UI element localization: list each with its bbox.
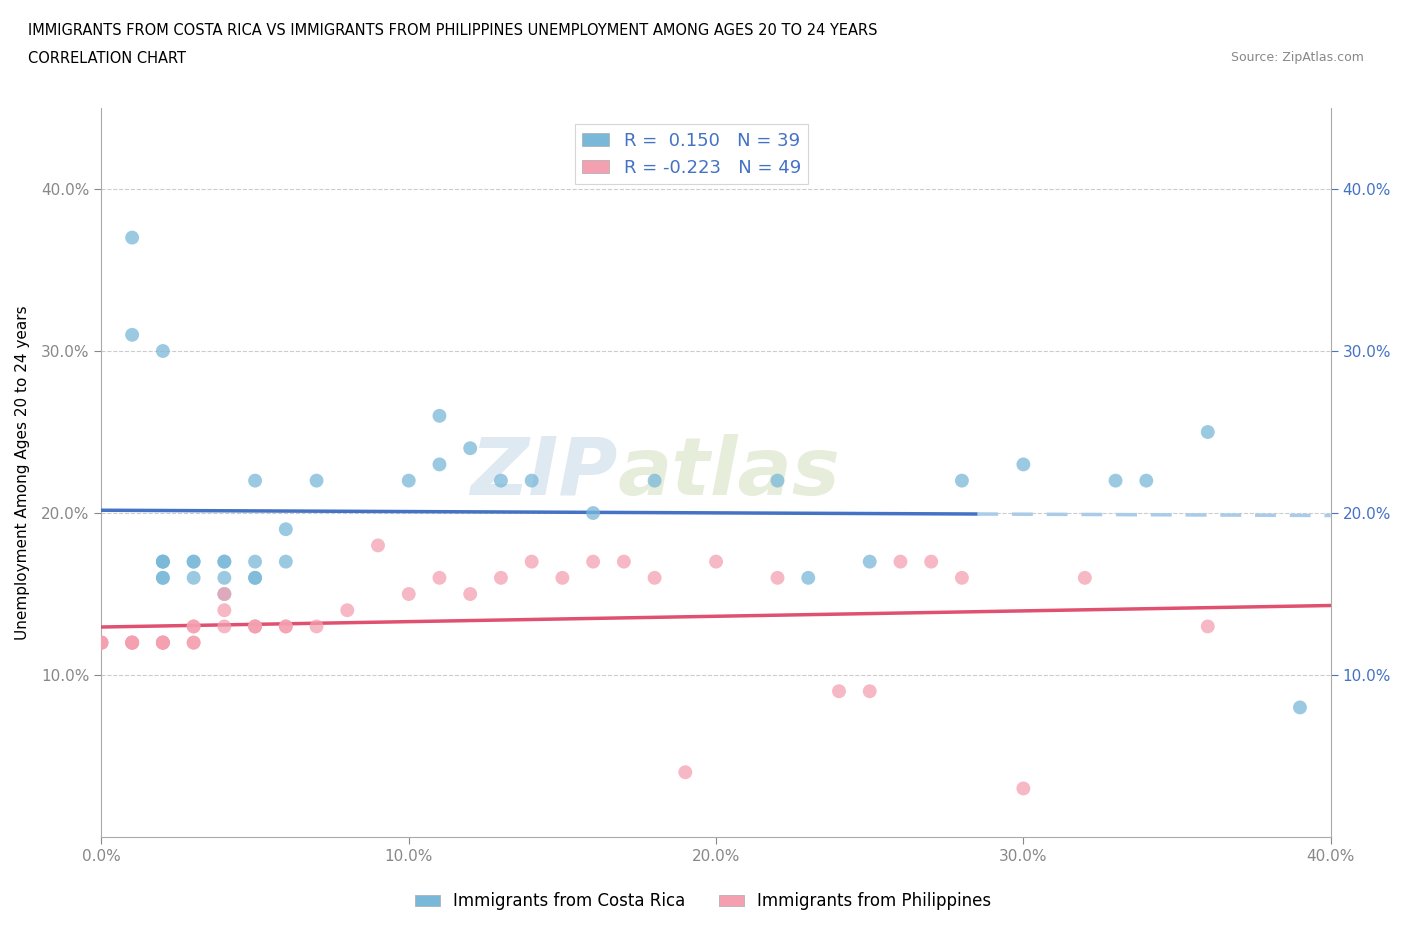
Point: [183, 635, 205, 650]
Point: [90, 635, 112, 650]
Point: [398, 473, 420, 488]
Point: [367, 538, 389, 552]
Point: [458, 587, 481, 602]
Point: [152, 635, 174, 650]
Point: [121, 230, 143, 245]
Point: [1012, 781, 1035, 796]
Text: IMMIGRANTS FROM COSTA RICA VS IMMIGRANTS FROM PHILIPPINES UNEMPLOYMENT AMONG AGE: IMMIGRANTS FROM COSTA RICA VS IMMIGRANTS…: [28, 23, 877, 38]
Point: [152, 570, 174, 585]
Y-axis label: Unemployment Among Ages 20 to 24 years: Unemployment Among Ages 20 to 24 years: [15, 305, 30, 640]
Point: [582, 506, 605, 521]
Point: [243, 554, 266, 569]
Point: [1197, 619, 1219, 634]
Point: [183, 619, 205, 634]
Point: [152, 554, 174, 569]
Point: [429, 408, 451, 423]
Legend: Immigrants from Costa Rica, Immigrants from Philippines: Immigrants from Costa Rica, Immigrants f…: [408, 885, 998, 917]
Point: [214, 619, 236, 634]
Point: [489, 473, 512, 488]
Point: [520, 554, 543, 569]
Point: [859, 554, 882, 569]
Point: [183, 635, 205, 650]
Point: [243, 619, 266, 634]
Point: [1074, 570, 1097, 585]
Point: [673, 764, 696, 779]
Point: [121, 635, 143, 650]
Point: [243, 619, 266, 634]
Point: [1135, 473, 1157, 488]
Point: [243, 570, 266, 585]
Point: [152, 343, 174, 358]
Point: [613, 554, 636, 569]
Point: [274, 619, 297, 634]
Point: [920, 554, 942, 569]
Point: [305, 619, 328, 634]
Point: [121, 635, 143, 650]
Point: [489, 570, 512, 585]
Point: [183, 554, 205, 569]
Point: [121, 635, 143, 650]
Point: [429, 457, 451, 472]
Point: [520, 473, 543, 488]
Text: atlas: atlas: [617, 433, 841, 512]
Point: [214, 603, 236, 618]
Point: [214, 570, 236, 585]
Point: [1104, 473, 1126, 488]
Point: [950, 570, 973, 585]
Point: [90, 635, 112, 650]
Point: [243, 570, 266, 585]
Point: [766, 473, 789, 488]
Point: [214, 554, 236, 569]
Point: [1012, 457, 1035, 472]
Point: [121, 327, 143, 342]
Point: [183, 619, 205, 634]
Point: [305, 473, 328, 488]
Point: [152, 635, 174, 650]
Legend: R =  0.150   N = 39, R = -0.223   N = 49: R = 0.150 N = 39, R = -0.223 N = 49: [575, 125, 808, 184]
Point: [582, 554, 605, 569]
Point: [121, 635, 143, 650]
Point: [152, 635, 174, 650]
Point: [766, 570, 789, 585]
Point: [90, 635, 112, 650]
Point: [336, 603, 359, 618]
Point: [183, 570, 205, 585]
Point: [950, 473, 973, 488]
Point: [398, 587, 420, 602]
Point: [152, 570, 174, 585]
Point: [243, 619, 266, 634]
Text: ZIP: ZIP: [471, 433, 617, 512]
Point: [214, 587, 236, 602]
Point: [797, 570, 820, 585]
Point: [644, 473, 666, 488]
Point: [1289, 700, 1312, 715]
Point: [214, 554, 236, 569]
Text: Source: ZipAtlas.com: Source: ZipAtlas.com: [1230, 51, 1364, 64]
Point: [704, 554, 727, 569]
Point: [274, 554, 297, 569]
Point: [90, 635, 112, 650]
Point: [1197, 425, 1219, 440]
Point: [458, 441, 481, 456]
Point: [121, 635, 143, 650]
Point: [152, 635, 174, 650]
Point: [152, 635, 174, 650]
Point: [243, 473, 266, 488]
Point: [214, 587, 236, 602]
Point: [551, 570, 574, 585]
Point: [274, 522, 297, 537]
Point: [274, 619, 297, 634]
Point: [152, 554, 174, 569]
Point: [889, 554, 911, 569]
Point: [828, 684, 851, 698]
Point: [429, 570, 451, 585]
Point: [644, 570, 666, 585]
Point: [859, 684, 882, 698]
Point: [152, 554, 174, 569]
Point: [183, 554, 205, 569]
Text: CORRELATION CHART: CORRELATION CHART: [28, 51, 186, 66]
